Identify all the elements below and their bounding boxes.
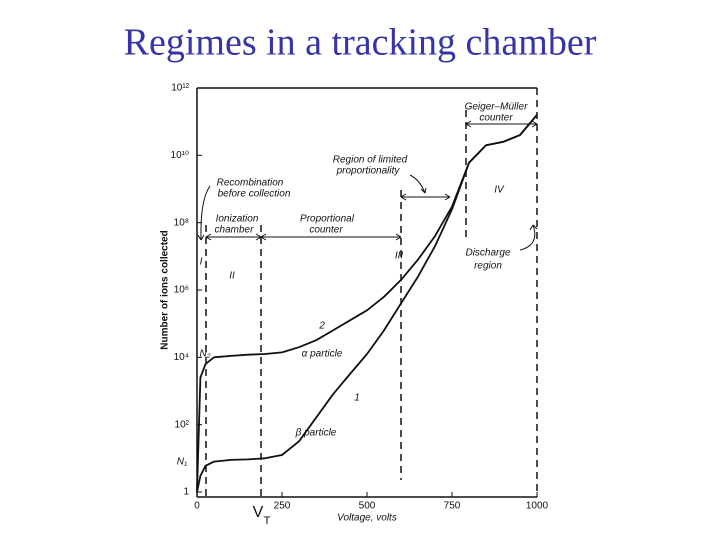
y-tick-label: 10¹² (171, 83, 189, 94)
annotation: III (395, 251, 404, 262)
x-tick-label: 1000 (526, 501, 549, 512)
y-tick-label: 10² (175, 419, 190, 430)
annotation: Region of limited (333, 155, 408, 166)
annotation: II (229, 271, 235, 282)
annotation: counter (309, 225, 343, 236)
region-arrows (197, 120, 538, 251)
annotation: Discharge (465, 248, 510, 259)
x-tick-label: 750 (444, 501, 461, 512)
annotation: I (200, 257, 203, 268)
annotation: chamber (215, 225, 255, 236)
annotation: V (253, 504, 264, 521)
series-label: α particle (302, 349, 343, 360)
annotation: T (264, 515, 271, 527)
y-tick-label: 10⁶ (174, 285, 189, 296)
annotation: proportionality (336, 166, 401, 177)
x-tick-label: 0 (194, 501, 200, 512)
region-boundaries (205, 88, 538, 497)
annotation: Recombination (217, 178, 284, 189)
annotation: before collection (218, 189, 291, 200)
y-tick-label: 10⁸ (174, 217, 189, 228)
annotation: counter (479, 113, 513, 124)
chart-title: Regimes in a tracking chamber (124, 22, 597, 64)
y-tick-label: 10¹⁰ (171, 150, 189, 161)
x-axis-label: Voltage, volts (337, 513, 397, 524)
y-tick-label: 1 (183, 487, 189, 498)
x-tick-label: 250 (274, 501, 291, 512)
annotation: IV (494, 185, 505, 196)
annotation: Ionization (216, 214, 259, 225)
y-axis-label: Number of ions collected (160, 230, 171, 349)
series-label: β particle (295, 428, 337, 439)
annotation: 2 (318, 321, 325, 332)
annotation: Geiger–Müller (465, 102, 528, 113)
annotation: N₂ (199, 349, 210, 360)
annotation: region (474, 261, 502, 272)
x-tick-label: 500 (359, 501, 376, 512)
y-tick-label: 10⁴ (174, 352, 189, 363)
annotation: N₁ (177, 457, 187, 468)
annotation: 1 (354, 393, 360, 404)
data-line (196, 114, 538, 493)
annotation: Proportional (300, 214, 355, 225)
